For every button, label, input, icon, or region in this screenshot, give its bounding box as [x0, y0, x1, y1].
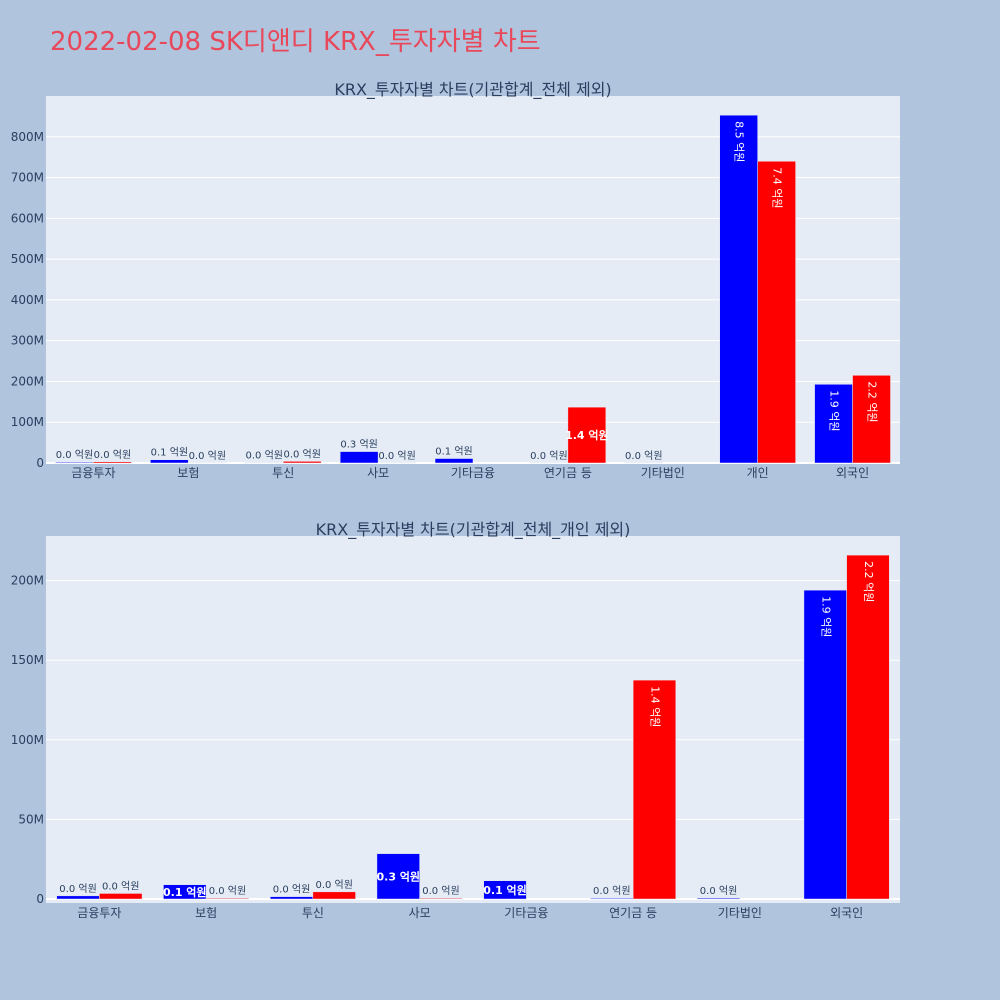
bar-buy: [188, 462, 227, 464]
page-title: 2022-02-08 SK디앤디 KRX_투자자별 차트: [50, 27, 541, 57]
bar-buy: [567, 406, 607, 464]
chart-krx-excluding-institution-total-and-individual: 0 50M 100M 150M 200M KRX_투자자별 차트(기관합계_전체_개인 제…: [11, 520, 900, 920]
x-tick-label: 기타법인: [718, 906, 762, 920]
x-tick-label: 투신: [272, 466, 294, 480]
data-label: 0.3 억원: [340, 439, 377, 451]
data-label: 7.4 억원: [771, 167, 784, 208]
x-tick-label: 연기금 등: [544, 466, 592, 480]
bar-sell: [56, 895, 100, 900]
bar-sell: [696, 897, 741, 900]
x-tick-label: 금융투자: [71, 466, 115, 480]
data-label: 2.2 억원: [866, 381, 879, 422]
data-label: 1.9 억원: [819, 596, 832, 637]
y-tick-label: 100M: [11, 733, 44, 747]
x-tick-label: 투신: [302, 906, 324, 920]
bar-buy: [632, 679, 677, 900]
data-label: 0.0 억원: [189, 450, 226, 462]
x-tick-label: 외국인: [830, 906, 863, 920]
data-label: 0.0 억원: [315, 879, 352, 891]
bar-sell: [814, 384, 853, 464]
y-tick-label: 700M: [11, 171, 44, 185]
x-tick-label: 연기금 등: [609, 906, 657, 920]
y-tick-label: 400M: [11, 293, 44, 307]
bar-sell: [339, 451, 379, 464]
bar-buy: [282, 461, 322, 464]
chart-title: KRX_투자자별 차트(기관합계_전체_개인 제외): [316, 520, 631, 540]
y-tick-label: 0: [36, 892, 44, 906]
y-tick-label: 200M: [11, 374, 44, 388]
data-label: 0.0 억원: [246, 450, 283, 462]
data-label: 1.4 억원: [648, 686, 661, 727]
x-tick-label: 금융투자: [77, 906, 121, 920]
y-tick-label: 50M: [18, 812, 44, 826]
data-label: 0.0 억원: [209, 885, 246, 897]
x-tick-label: 외국인: [836, 466, 869, 480]
bar-sell: [55, 461, 94, 464]
bar-sell: [434, 458, 474, 464]
y-tick-label: 500M: [11, 252, 44, 266]
bar-buy: [93, 461, 132, 464]
data-label: 0.0 억원: [530, 450, 567, 462]
bar-buy: [312, 891, 356, 900]
bar-buy: [377, 462, 417, 464]
data-label: 2.2 억원: [862, 561, 875, 602]
bar-sell: [803, 589, 847, 900]
bar-sell: [529, 462, 569, 464]
x-tick-label: 보험: [195, 906, 217, 920]
data-label: 0.0 억원: [378, 450, 415, 462]
data-label: 0.0 억원: [422, 885, 459, 897]
data-label: 0.0 억원: [273, 884, 310, 896]
bar-buy: [757, 160, 796, 464]
data-label: 0.1 억원: [483, 883, 527, 897]
y-tick-label: 100M: [11, 415, 44, 429]
y-tick-label: 300M: [11, 334, 44, 348]
data-label: 0.0 억원: [625, 450, 662, 462]
bar-sell: [590, 897, 634, 900]
bar-sell: [624, 462, 664, 464]
bar-buy: [846, 554, 890, 900]
data-label: 1.4 억원: [565, 428, 609, 442]
y-tick-label: 600M: [11, 211, 44, 225]
data-label: 0.0 억원: [593, 885, 630, 897]
data-label: 0.0 억원: [700, 885, 737, 897]
x-tick-label: 사모: [409, 906, 431, 920]
bar-sell: [483, 880, 527, 900]
data-label: 0.0 억원: [102, 880, 139, 892]
data-label: 0.1 억원: [435, 446, 472, 458]
bar-sell: [245, 462, 284, 464]
data-label: 1.9 억원: [828, 390, 841, 431]
data-label: 0.1 억원: [151, 447, 188, 459]
data-label: 0.0 억원: [283, 448, 320, 460]
plot-area: [46, 536, 900, 903]
data-label: 8.5 억원: [733, 121, 746, 162]
y-tick-label: 0: [36, 456, 44, 470]
y-tick-label: 150M: [11, 653, 44, 667]
x-tick-label: 기타금융: [504, 906, 548, 920]
x-tick-label: 기타금융: [451, 466, 495, 480]
x-tick-label: 사모: [367, 466, 389, 480]
bar-buy: [205, 897, 250, 900]
data-label: 0.1 억원: [163, 885, 207, 899]
bar-buy: [99, 893, 143, 900]
data-label: 0.0 억원: [56, 449, 93, 461]
bar-sell: [163, 884, 207, 900]
y-tick-label: 800M: [11, 130, 44, 144]
x-tick-label: 보험: [177, 466, 199, 480]
bar-buy: [419, 897, 463, 900]
bar-sell: [376, 853, 420, 900]
chart-title: KRX_투자자별 차트(기관합계_전체 제외): [334, 80, 611, 100]
y-tick-label: 200M: [11, 574, 44, 588]
data-label: 0.3 억원: [376, 869, 420, 883]
chart-krx-excluding-institution-total: 0 100M 200M 300M 400M 500M 600M 700M 800M KRX_투자자…: [11, 80, 900, 480]
data-label: 0.0 억원: [94, 449, 131, 461]
bar-buy: [852, 375, 891, 464]
x-tick-label: 개인: [747, 466, 769, 480]
bar-sell: [150, 459, 189, 464]
bar-sell: [719, 114, 758, 464]
bar-sell: [269, 896, 314, 900]
x-tick-label: 기타법인: [641, 466, 685, 480]
data-label: 0.0 억원: [59, 883, 96, 895]
